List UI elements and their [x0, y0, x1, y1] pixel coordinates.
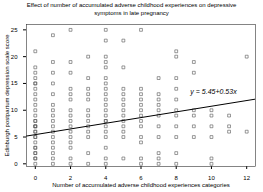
- svg-text:10: 10: [208, 174, 215, 180]
- svg-text:12: 12: [243, 174, 250, 180]
- svg-text:Edinburgh postpartum depressio: Edinburgh postpartum depression scale sc…: [4, 33, 10, 156]
- svg-text:4: 4: [104, 174, 108, 180]
- svg-text:5: 5: [14, 134, 18, 140]
- svg-text:25: 25: [11, 26, 18, 32]
- svg-text:6: 6: [139, 174, 143, 180]
- svg-text:15: 15: [11, 80, 18, 86]
- html-text:Effect of number of accumulate: Effect of number of accumulated adverse …: [26, 2, 237, 16]
- svg-text:Number of accumulated adverse: Number of accumulated adverse childhood …: [52, 181, 229, 187]
- svg-text:8: 8: [175, 174, 179, 180]
- svg-text:20: 20: [11, 53, 18, 59]
- svg-text:y = 5.45+0.53x: y = 5.45+0.53x: [189, 88, 237, 96]
- svg-text:0: 0: [34, 174, 38, 180]
- svg-text:0: 0: [14, 160, 18, 166]
- svg-text:10: 10: [11, 107, 18, 113]
- svg-text:2: 2: [69, 174, 73, 180]
